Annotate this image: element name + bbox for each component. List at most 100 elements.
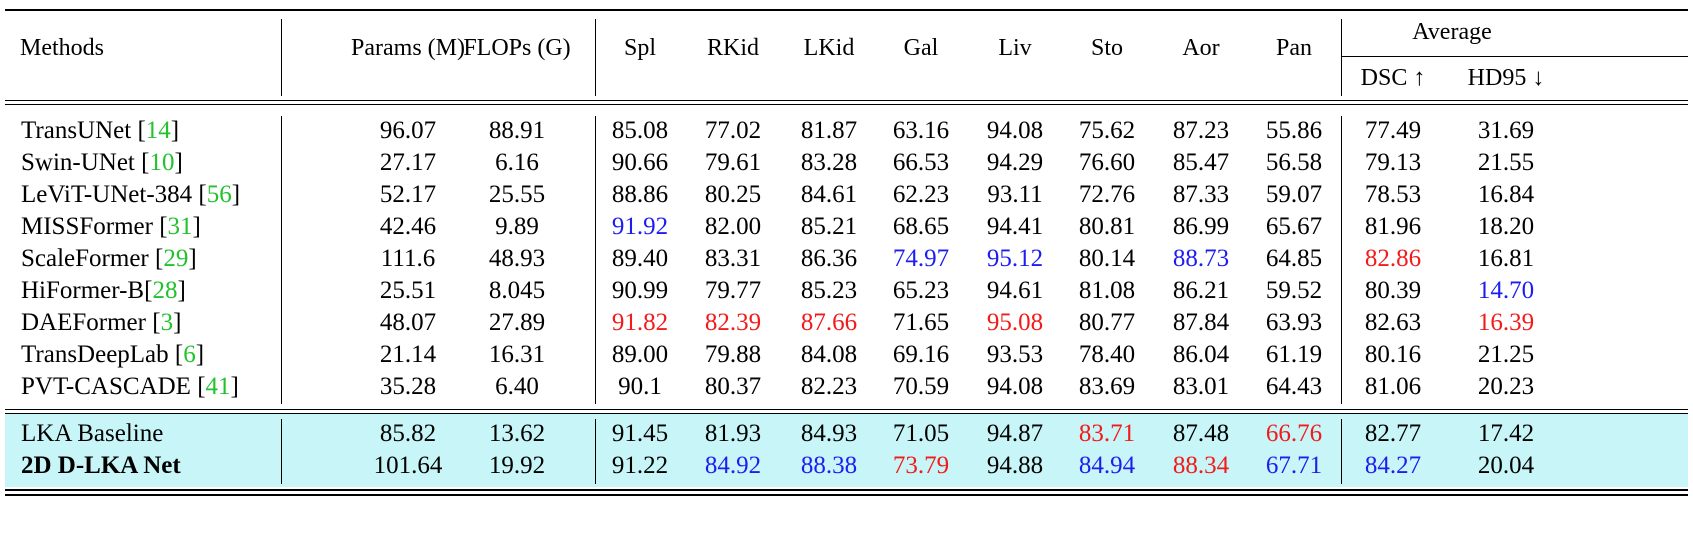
score-cell: 79.13 [1364,149,1422,176]
column-separator [595,419,596,484]
score-cell: 94.41 [986,213,1044,240]
citation-link[interactable]: 31 [167,213,193,240]
method-name: LKA Baseline [21,417,163,451]
header-methods: Methods [20,35,104,61]
header-double-rule-2 [5,104,1688,105]
score-cell: 90.99 [611,277,669,304]
score-cell: 80.37 [704,373,762,400]
params-cell: 27.17 [379,149,437,176]
citation-link[interactable]: 10 [149,149,175,176]
score-cell: 21.25 [1477,341,1535,368]
score-cell: 81.06 [1364,373,1422,400]
score-cell: 82.63 [1364,309,1422,336]
score-cell: 93.53 [986,341,1044,368]
score-cell: 67.71 [1265,452,1323,479]
citation-link[interactable]: 28 [152,277,178,304]
column-separator [281,19,282,96]
params-cell: 42.46 [379,213,437,240]
score-cell: 59.07 [1265,181,1323,208]
citation-link[interactable]: 56 [206,181,232,208]
flops-cell: 27.89 [488,309,546,336]
score-cell: 94.29 [986,149,1044,176]
citation-link[interactable]: 41 [205,373,231,400]
citation-bracket: [ [159,213,168,240]
method-label: LKA Baseline [21,420,164,447]
score-cell: 82.86 [1364,245,1422,272]
score-cell: 95.12 [986,245,1044,272]
score-cell: 86.36 [800,245,858,272]
method-name: HiFormer-B[28] [21,274,186,308]
score-cell: 82.00 [704,213,762,240]
score-cell: 93.11 [987,181,1043,208]
citation-bracket: [ [152,309,161,336]
header-rkid: RKid [706,35,759,61]
score-cell: 79.77 [704,277,762,304]
score-cell: 14.70 [1477,277,1535,304]
score-cell: 20.04 [1477,452,1535,479]
score-cell: 64.85 [1265,245,1323,272]
method-name: LeViT-UNet-384 [56] [21,178,240,212]
score-cell: 21.55 [1477,149,1535,176]
flops-cell: 9.89 [495,213,539,240]
score-cell: 83.69 [1078,373,1136,400]
score-cell: 88.73 [1172,245,1230,272]
params-cell: 25.51 [379,277,437,304]
flops-cell: 88.91 [488,117,546,144]
score-cell: 75.62 [1078,117,1136,144]
score-cell: 85.47 [1172,149,1230,176]
score-cell: 74.97 [892,245,950,272]
method-name: PVT-CASCADE [41] [21,370,239,404]
header-sto: Sto [1090,35,1123,61]
header-dsc: DSC ↑ [1360,65,1426,91]
params-cell: 21.14 [379,341,437,368]
method-label: DAEFormer [21,309,153,336]
score-cell: 80.81 [1078,213,1136,240]
score-cell: 88.34 [1172,452,1230,479]
citation-bracket: ] [231,181,241,208]
score-cell: 91.22 [611,452,669,479]
score-cell: 55.86 [1265,117,1323,144]
citation-link[interactable]: 14 [145,117,171,144]
method-name: TransUNet [14] [21,114,179,148]
average-rule [1341,56,1688,57]
section-rule-2 [5,413,1688,414]
score-cell: 84.92 [704,452,762,479]
flops-cell: 6.16 [495,149,539,176]
score-cell: 16.84 [1477,181,1535,208]
citation-link[interactable]: 3 [160,309,174,336]
method-name: TransDeepLab [6] [21,338,204,372]
score-cell: 82.39 [704,309,762,336]
bottom-rule-2 [5,494,1688,496]
score-cell: 59.52 [1265,277,1323,304]
params-cell: 111.6 [380,245,436,272]
header-liv: Liv [998,35,1032,61]
score-cell: 69.16 [892,341,950,368]
score-cell: 94.08 [986,117,1044,144]
score-cell: 89.40 [611,245,669,272]
score-cell: 94.88 [986,452,1044,479]
citation-bracket: [ [137,117,146,144]
method-label: LeViT-UNet-384 [21,181,199,208]
method-label: TransDeepLab [21,341,175,368]
header-gal: Gal [903,35,939,61]
score-cell: 81.87 [800,117,858,144]
score-cell: 73.79 [892,452,950,479]
score-cell: 95.08 [986,309,1044,336]
score-cell: 83.71 [1078,420,1136,447]
flops-cell: 16.31 [488,341,546,368]
score-cell: 84.93 [800,420,858,447]
method-label: TransUNet [21,117,138,144]
score-cell: 79.61 [704,149,762,176]
flops-cell: 19.92 [488,452,546,479]
citation-link[interactable]: 6 [183,341,196,368]
score-cell: 81.93 [704,420,762,447]
score-cell: 71.05 [892,420,950,447]
score-cell: 80.14 [1078,245,1136,272]
header-aor: Aor [1182,35,1220,61]
citation-link[interactable]: 29 [163,245,189,272]
score-cell: 76.60 [1078,149,1136,176]
highlight-band [5,413,1688,487]
score-cell: 62.23 [892,181,950,208]
citation-bracket: ] [195,341,205,368]
params-cell: 96.07 [379,117,437,144]
